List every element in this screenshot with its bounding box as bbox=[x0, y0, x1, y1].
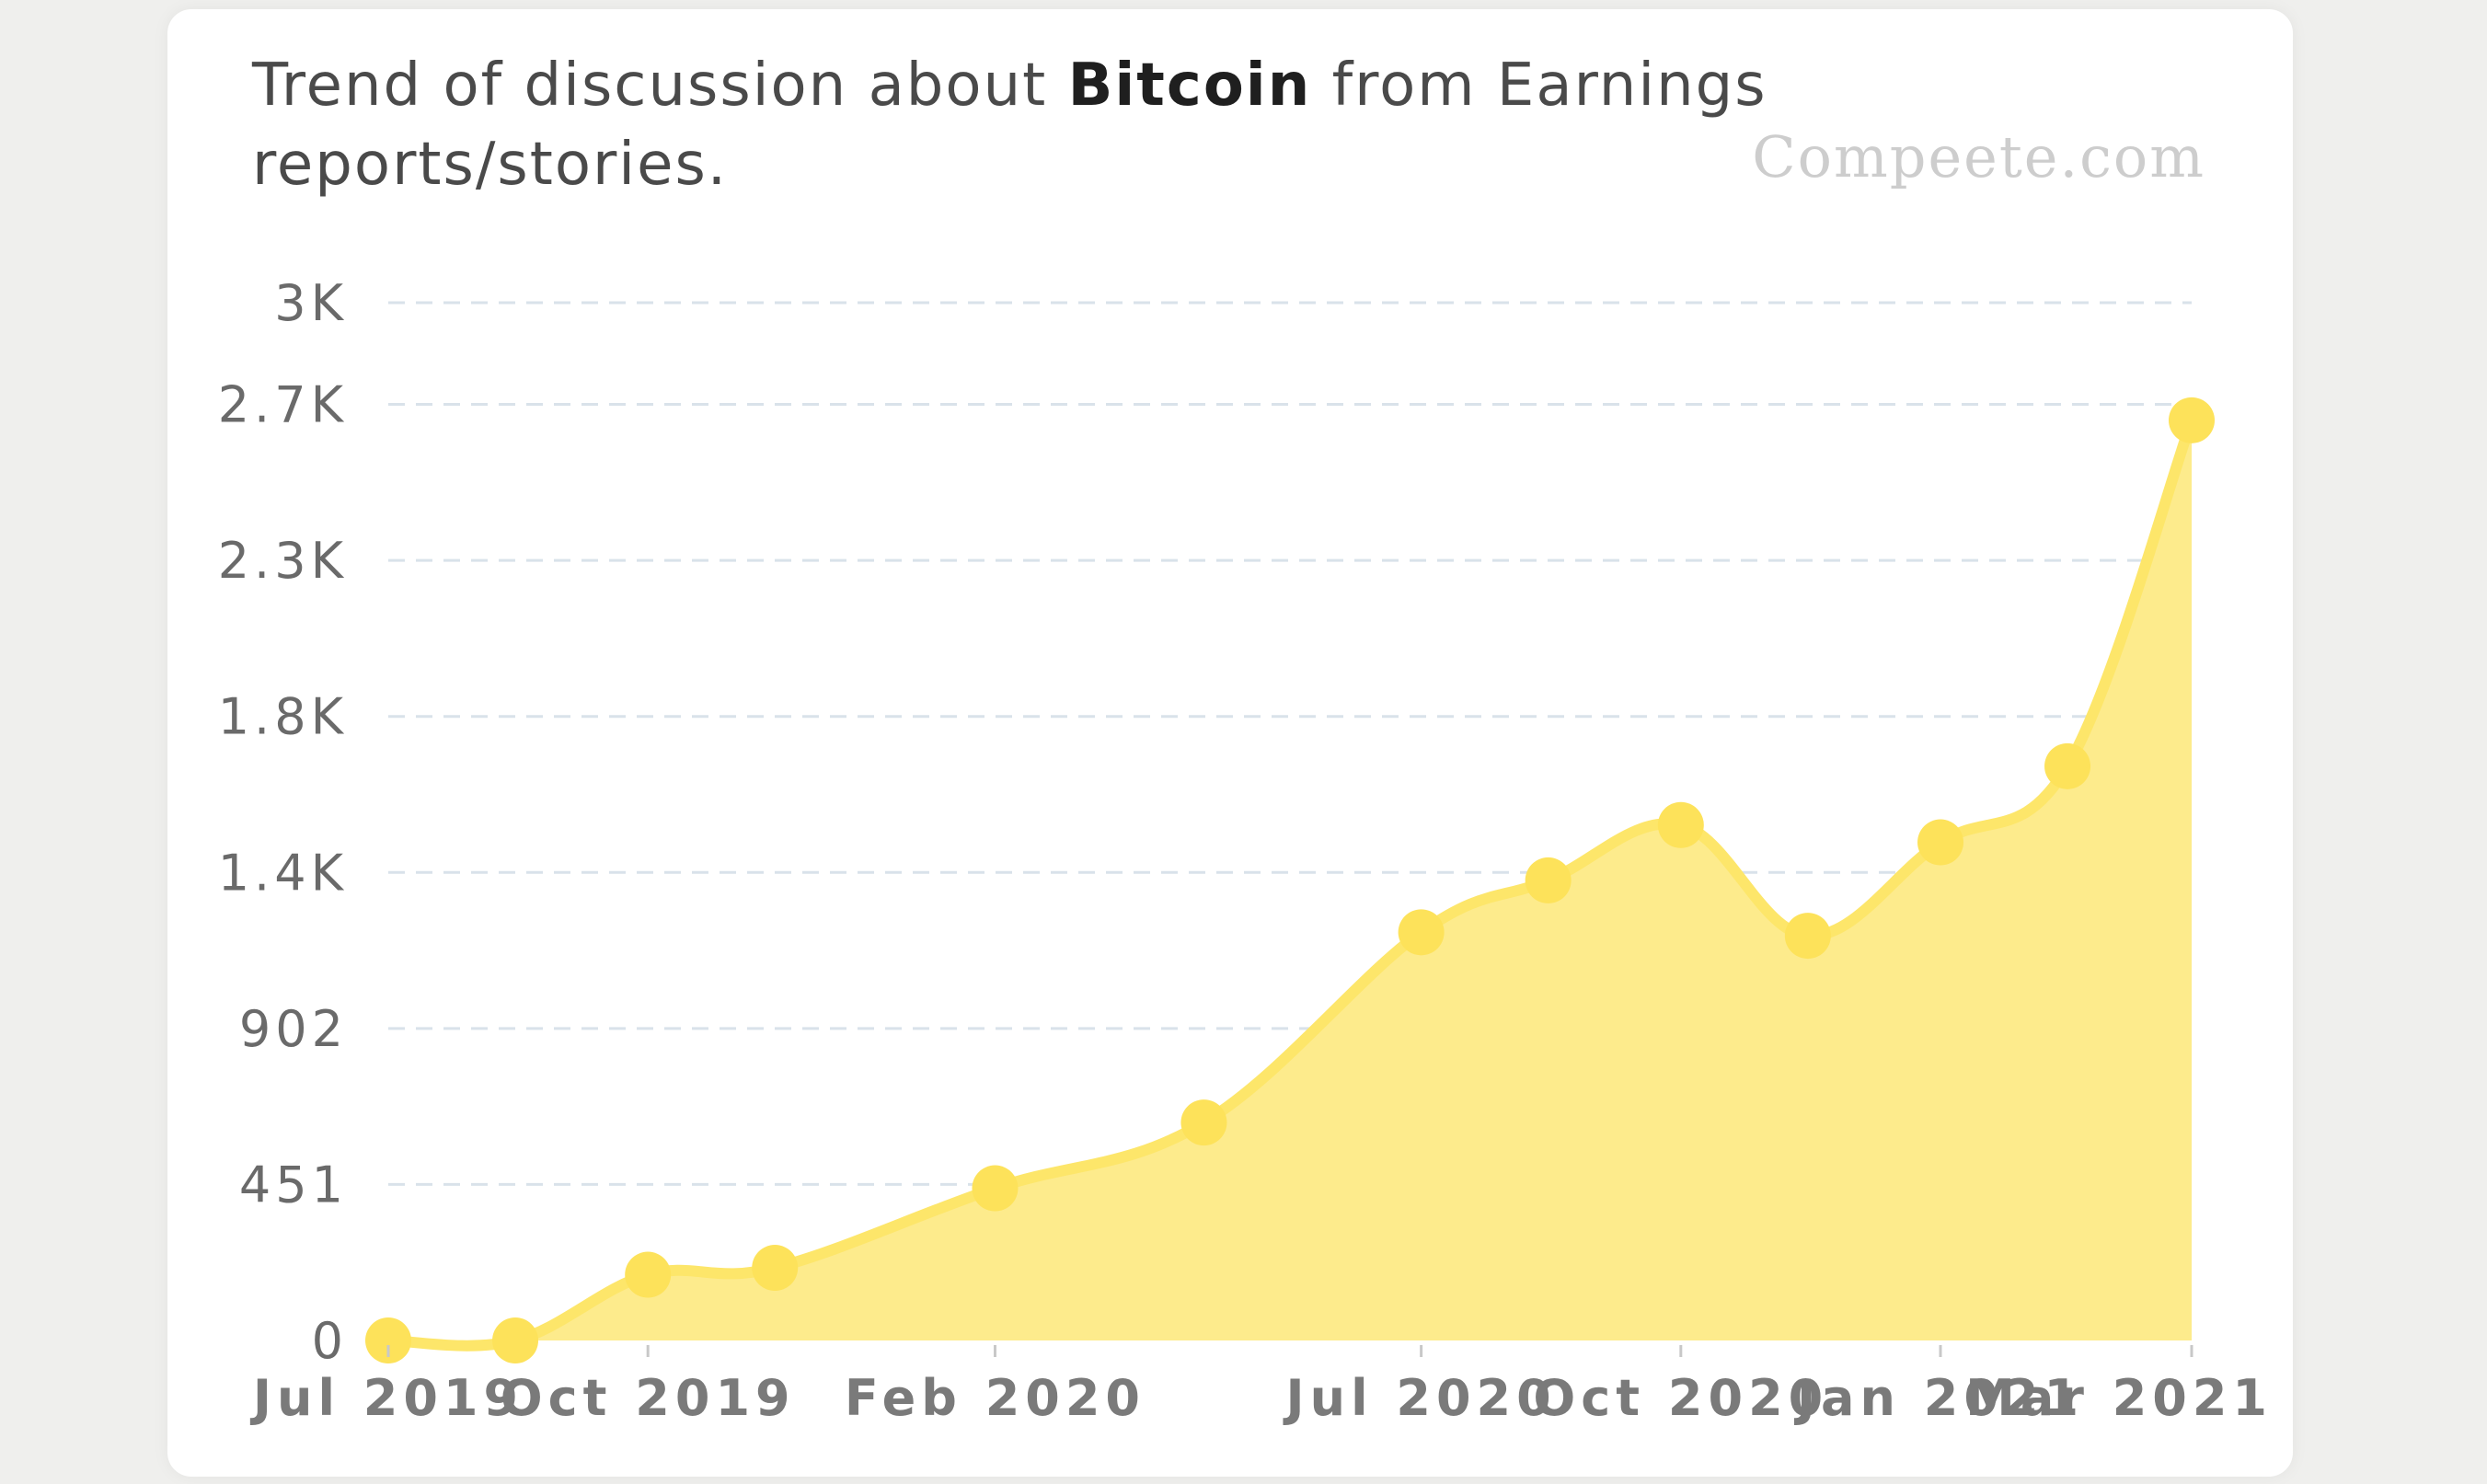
data-point[interactable] bbox=[1525, 857, 1572, 903]
x-tick-label: Jul 2019 bbox=[249, 1369, 524, 1427]
y-tick-label: 1.8K bbox=[218, 688, 348, 746]
data-point[interactable] bbox=[1784, 913, 1831, 960]
data-point[interactable] bbox=[365, 1317, 411, 1363]
chart-title: Trend of discussion about Bitcoin from E… bbox=[252, 46, 1816, 204]
title-keyword: Bitcoin bbox=[1067, 52, 1312, 120]
title-prefix: Trend of discussion about bbox=[252, 52, 1068, 120]
x-tick-label: Jul 2020 bbox=[1283, 1369, 1557, 1427]
data-point[interactable] bbox=[1180, 1099, 1227, 1146]
data-point[interactable] bbox=[1657, 801, 1704, 848]
data-point[interactable] bbox=[2169, 397, 2215, 443]
data-point[interactable] bbox=[972, 1165, 1019, 1212]
series-points bbox=[365, 397, 2215, 1363]
y-tick-label: 2.7K bbox=[218, 376, 348, 434]
x-tick-label: Jan 2021 bbox=[1793, 1369, 2084, 1427]
y-tick-label: 1.4K bbox=[218, 844, 348, 902]
data-point[interactable] bbox=[2044, 742, 2091, 789]
y-tick-label: 3K bbox=[274, 274, 348, 332]
data-point[interactable] bbox=[1398, 909, 1445, 956]
series-area bbox=[388, 420, 2192, 1346]
title-suffix: from Earnings reports/stories. bbox=[252, 52, 1767, 199]
y-axis-ticks: 0 451 902 1.4K 1.8K 2.3K 2.7K 3K bbox=[218, 274, 348, 1370]
x-tick-label: Oct 2020 bbox=[1533, 1369, 1828, 1427]
watermark: Compeete.com bbox=[1752, 123, 2205, 190]
x-tick-label: Mar 2021 bbox=[1965, 1369, 2273, 1427]
x-tick-label: Oct 2019 bbox=[501, 1369, 796, 1427]
data-point[interactable] bbox=[752, 1245, 799, 1292]
data-point[interactable] bbox=[1917, 819, 1964, 866]
data-point[interactable] bbox=[625, 1251, 672, 1298]
x-tick-label: Feb 2020 bbox=[845, 1369, 1146, 1427]
y-tick-label: 451 bbox=[239, 1156, 348, 1214]
y-tick-label: 902 bbox=[239, 1000, 348, 1058]
y-tick-label: 0 bbox=[312, 1312, 348, 1370]
y-tick-label: 2.3K bbox=[218, 532, 348, 590]
data-point[interactable] bbox=[492, 1317, 539, 1363]
